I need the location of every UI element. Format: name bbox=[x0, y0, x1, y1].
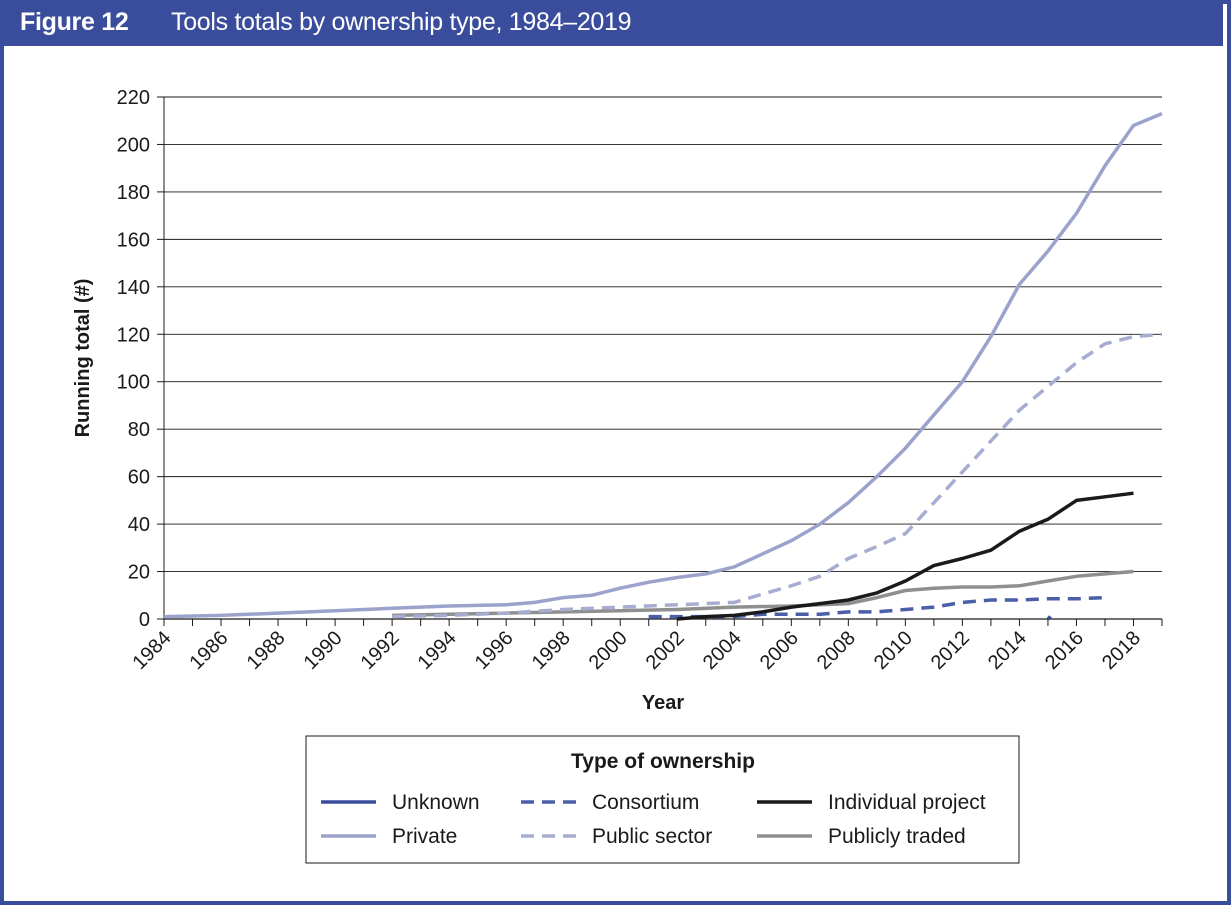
legend: Type of ownership Unknown Consortium Indiv… bbox=[305, 735, 1020, 864]
series-line-unknown bbox=[1046, 615, 1052, 621]
gridlines bbox=[163, 96, 1162, 620]
x-tick-label: 2008 bbox=[813, 627, 860, 674]
x-tick-label: 2002 bbox=[642, 627, 689, 674]
x-tick-label: 2010 bbox=[870, 627, 917, 674]
x-tick-label: 1992 bbox=[357, 627, 404, 674]
y-tick-label: 220 bbox=[117, 87, 150, 109]
x-tick-label: 2006 bbox=[756, 627, 803, 674]
legend-label-individual-project: Individual project bbox=[828, 791, 986, 814]
legend-label-unknown: Unknown bbox=[392, 791, 480, 814]
legend-label-consortium: Consortium bbox=[592, 791, 699, 814]
y-tick-label: 80 bbox=[128, 419, 150, 441]
y-tick-label: 200 bbox=[117, 134, 150, 156]
series-line-individual-project bbox=[677, 491, 1134, 621]
series-lines bbox=[163, 111, 1163, 621]
series-line-public-sector bbox=[392, 332, 1163, 619]
y-tick-label: 100 bbox=[117, 372, 150, 394]
x-tick-label: 2004 bbox=[699, 627, 746, 674]
y-tick-label: 120 bbox=[117, 324, 150, 346]
legend-title: Type of ownership bbox=[571, 750, 755, 773]
x-axis-ticks: 1984 1986 1988 1990 1992 1994 1996 1998 2000 2002… bbox=[129, 619, 1163, 674]
y-tick-label: 160 bbox=[117, 229, 150, 251]
legend-label-private: Private bbox=[392, 825, 457, 848]
series-line-consortium bbox=[648, 595, 1106, 619]
y-tick-label: 140 bbox=[117, 277, 150, 299]
x-tick-label: 1996 bbox=[471, 627, 518, 674]
y-axis-title: Running total (#) bbox=[72, 279, 94, 438]
x-tick-label: 2000 bbox=[585, 627, 632, 674]
figure-title: Tools totals by ownership type, 1984–201… bbox=[171, 8, 632, 36]
figure-number: Figure 12 bbox=[20, 8, 129, 36]
y-tick-label: 60 bbox=[128, 467, 150, 489]
x-axis-title: Year bbox=[642, 692, 684, 714]
x-tick-label: 1990 bbox=[300, 627, 347, 674]
legend-box bbox=[305, 735, 1020, 864]
legend-label-public-sector: Public sector bbox=[592, 825, 712, 848]
series-line-publicly-traded bbox=[392, 569, 1134, 618]
y-tick-label: 40 bbox=[128, 514, 150, 536]
x-tick-label: 2016 bbox=[1041, 627, 1088, 674]
series-line-private bbox=[163, 111, 1163, 619]
y-tick-label: 180 bbox=[117, 182, 150, 204]
figure-header: Figure 12 Tools totals by ownership type… bbox=[0, 0, 1223, 46]
x-tick-label: 1994 bbox=[414, 627, 461, 674]
x-tick-label: 2018 bbox=[1098, 627, 1145, 674]
x-tick-label: 1986 bbox=[186, 627, 233, 674]
x-tick-label: 1998 bbox=[528, 627, 575, 674]
y-tick-label: 20 bbox=[128, 562, 150, 584]
y-tick-label: 0 bbox=[139, 609, 150, 631]
x-tick-label: 2014 bbox=[984, 627, 1031, 674]
y-axis-ticks: 0 20 40 60 80 100 120 140 160 180 200 220 bbox=[117, 87, 164, 631]
x-tick-label: 2012 bbox=[927, 627, 974, 674]
x-tick-label: 1988 bbox=[243, 627, 290, 674]
x-tick-label: 1984 bbox=[129, 627, 176, 674]
legend-label-publicly-traded: Publicly traded bbox=[828, 825, 966, 848]
